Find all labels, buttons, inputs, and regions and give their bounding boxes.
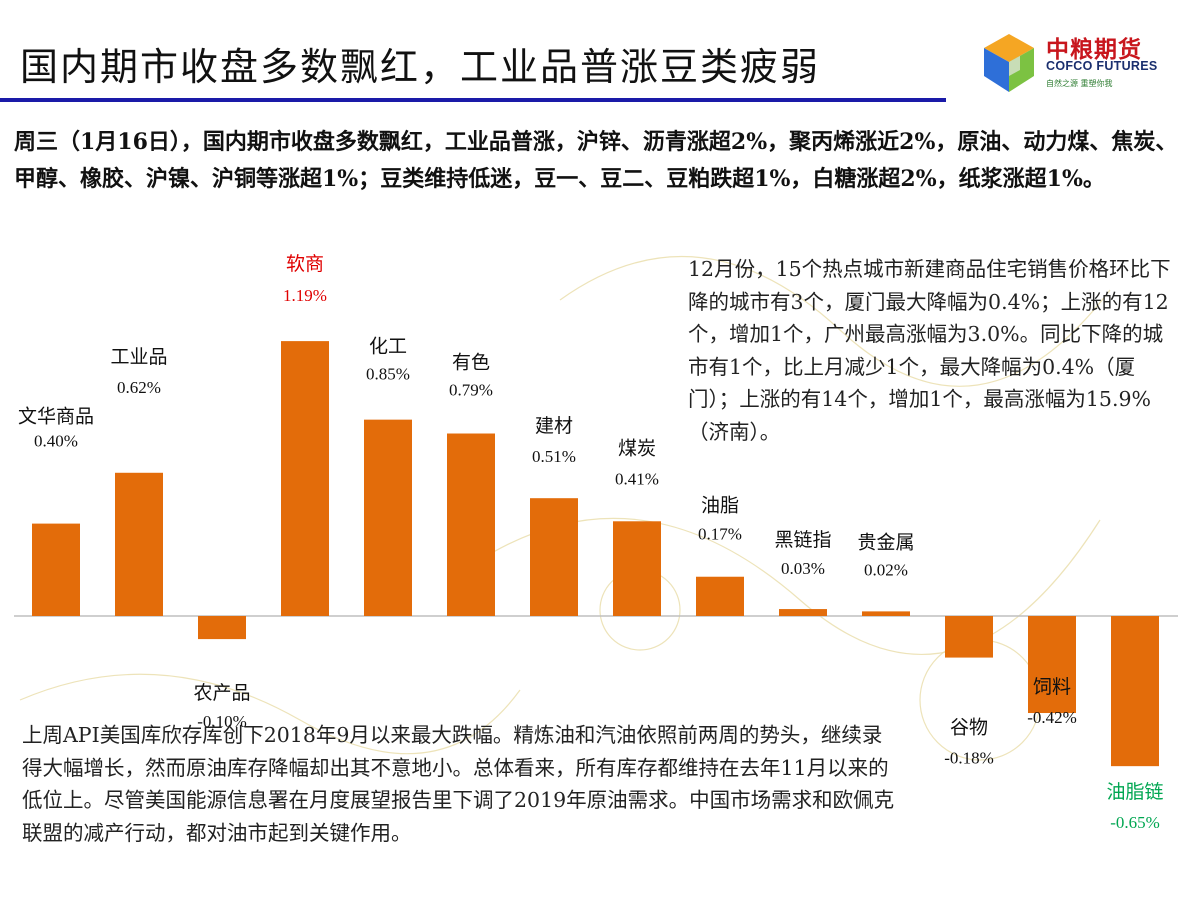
summary-paragraph: 周三（1月16日），国内期市收盘多数飘红，工业品普涨，沪锌、沥青涨超2%，聚丙烯… bbox=[14, 129, 1178, 192]
category-label-7: 煤炭 bbox=[618, 437, 656, 459]
bar-13 bbox=[1111, 616, 1159, 767]
value-label-6: 0.51% bbox=[532, 447, 576, 466]
category-label-6: 建材 bbox=[535, 415, 573, 437]
bar-5 bbox=[447, 433, 495, 616]
bar-2 bbox=[198, 616, 246, 640]
category-label-0: 文华商品 bbox=[18, 406, 94, 428]
category-label-8: 油脂 bbox=[701, 495, 739, 517]
category-label-4: 化工 bbox=[369, 336, 407, 358]
value-label-10: 0.02% bbox=[864, 560, 908, 579]
category-label-11: 谷物 bbox=[950, 717, 988, 739]
value-label-2: -0.10% bbox=[197, 712, 247, 731]
cofco-cube-icon bbox=[984, 34, 1034, 92]
value-label-5: 0.79% bbox=[449, 381, 493, 400]
bar-9 bbox=[779, 609, 827, 616]
title-underline bbox=[0, 98, 946, 102]
bar-11 bbox=[945, 616, 993, 658]
page-title: 国内期市收盘多数飘红，工业品普涨豆类疲弱 bbox=[20, 45, 821, 89]
value-label-3: 1.19% bbox=[283, 286, 327, 305]
bar-1 bbox=[115, 472, 163, 616]
value-label-12: -0.42% bbox=[1027, 708, 1077, 727]
cofco-logo: 中粮期货 COFCO FUTURES 自然之源 重塑你我 bbox=[976, 26, 1176, 96]
value-label-0: 0.40% bbox=[34, 432, 78, 451]
bar-6 bbox=[530, 498, 578, 616]
bar-3 bbox=[281, 341, 329, 616]
value-label-1: 0.62% bbox=[117, 378, 161, 397]
category-label-1: 工业品 bbox=[110, 346, 167, 368]
value-label-9: 0.03% bbox=[781, 559, 825, 578]
category-label-9: 黑链指 bbox=[774, 529, 831, 551]
value-label-11: -0.18% bbox=[944, 749, 994, 768]
logo-chinese-name: 中粮期货 bbox=[1046, 37, 1142, 63]
bar-10 bbox=[862, 611, 910, 616]
bar-7 bbox=[613, 521, 661, 616]
bar-12 bbox=[1028, 616, 1076, 714]
logo-slogan: 自然之源 重塑你我 bbox=[1046, 79, 1113, 88]
crude-oil-note: 上周API美国库欣存库创下2018年9月以来最大跌幅。精炼油和汽油依照前两周的势… bbox=[22, 723, 895, 845]
value-label-8: 0.17% bbox=[698, 525, 742, 544]
category-label-13: 油脂链 bbox=[1106, 781, 1163, 803]
category-label-5: 有色 bbox=[452, 352, 490, 374]
value-label-7: 0.41% bbox=[615, 469, 659, 488]
value-label-13: -0.65% bbox=[1110, 813, 1160, 832]
bar-0 bbox=[32, 523, 80, 616]
category-label-2: 农产品 bbox=[193, 682, 250, 704]
bar-group bbox=[32, 341, 1159, 767]
category-label-12: 饲料 bbox=[1033, 676, 1071, 698]
housing-price-note: 12月份，15个热点城市新建商品住宅销售价格环比下降的城市有3个，厦门最大降幅为… bbox=[688, 257, 1171, 444]
category-label-3: 软商 bbox=[286, 253, 324, 275]
label-group: 文华商品 0.40% 工业品 0.62% 农产品 -0.10% 软商 1.19% 化工 0.85%… bbox=[18, 253, 1164, 832]
bar-4 bbox=[364, 419, 412, 616]
bar-8 bbox=[696, 576, 744, 616]
category-label-10: 贵金属 bbox=[857, 531, 914, 553]
value-label-4: 0.85% bbox=[366, 365, 410, 384]
logo-english-name: COFCO FUTURES bbox=[1046, 59, 1158, 73]
